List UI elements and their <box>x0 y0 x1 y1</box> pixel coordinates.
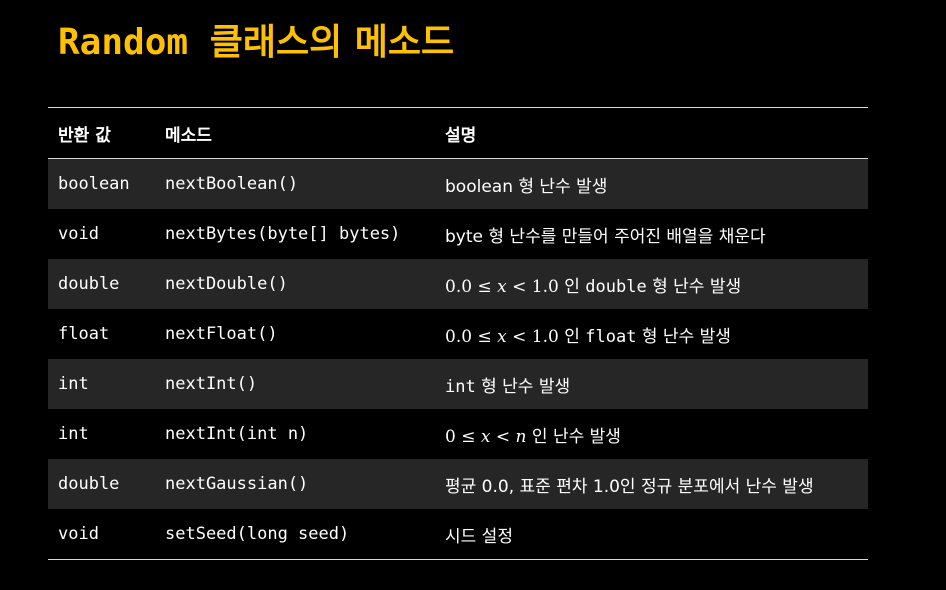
description-text: 인 난수 발생 <box>526 426 621 447</box>
return-type-cell: float <box>58 324 110 344</box>
return-type-cell: int <box>58 424 89 444</box>
description-text: 형 난수 발생 <box>646 276 742 297</box>
range-formula: 0.0 ≤ x < 1.0 <box>445 326 559 347</box>
table-row: void nextBytes(byte[] bytes) byte 형 난수를 … <box>48 209 868 259</box>
description-cell: 평균 0.0, 표준 편차 1.0인 정규 분포에서 난수 발생 <box>445 459 868 509</box>
slide-title: Random 클래스의 메소드 <box>58 18 454 68</box>
method-cell: nextBytes(byte[] bytes) <box>165 224 401 244</box>
description-cell: 0.0 ≤ x < 1.0 인 float 형 난수 발생 <box>445 309 868 359</box>
description-cell: 0 ≤ x < n 인 난수 발생 <box>445 409 868 459</box>
table-row: double nextGaussian() 평균 0.0, 표준 편차 1.0인… <box>48 459 868 509</box>
description-text: 인 <box>558 326 586 347</box>
return-type-cell: boolean <box>48 158 165 209</box>
return-type-cell: void <box>58 524 99 544</box>
description-code: float <box>585 326 637 347</box>
description-code: int <box>445 376 476 397</box>
description-cell: 시드 설정 <box>445 526 513 547</box>
method-cell: nextFloat() <box>165 324 278 344</box>
description-cell: boolean 형 난수 발생 <box>445 158 868 209</box>
title-korean: 클래스의 메소드 <box>209 22 455 63</box>
description-code: double <box>585 276 647 297</box>
return-type-cell: void <box>58 224 99 244</box>
description-text: 인 <box>558 276 586 297</box>
description-cell: 0.0 ≤ x < 1.0 인 double 형 난수 발생 <box>445 259 868 309</box>
method-cell: nextInt(int n) <box>165 424 309 444</box>
return-type-cell: int <box>48 359 165 409</box>
description-cell: int 형 난수 발생 <box>445 359 868 409</box>
table-header-row: 반환 값 메소드 설명 <box>48 107 868 159</box>
table-row: void setSeed(long seed) 시드 설정 <box>48 509 868 560</box>
description-text: 형 난수 발생 <box>475 376 571 397</box>
method-cell: setSeed(long seed) <box>165 524 350 544</box>
description-text: 형 난수 발생 <box>636 326 731 347</box>
table-row: float nextFloat() 0.0 ≤ x < 1.0 인 float … <box>48 309 868 359</box>
table-row: int nextInt() int 형 난수 발생 <box>48 359 868 409</box>
title-class-name: Random <box>58 22 189 63</box>
return-type-cell: double <box>48 459 165 509</box>
method-cell: nextDouble() <box>165 259 445 309</box>
range-formula: 0 ≤ x < n <box>445 426 527 447</box>
method-cell: nextGaussian() <box>165 459 445 509</box>
range-formula: 0.0 ≤ x < 1.0 <box>445 276 559 297</box>
table-row: boolean nextBoolean() boolean 형 난수 발생 <box>48 158 868 209</box>
method-table: 반환 값 메소드 설명 boolean nextBoolean() boolea… <box>48 107 868 560</box>
header-method: 메소드 <box>165 107 445 159</box>
method-cell: nextBoolean() <box>165 158 445 209</box>
table-row: int nextInt(int n) 0 ≤ x < n 인 난수 발생 <box>48 409 868 459</box>
table-row: double nextDouble() 0.0 ≤ x < 1.0 인 doub… <box>48 259 868 309</box>
header-description: 설명 <box>445 107 868 159</box>
return-type-cell: double <box>48 259 165 309</box>
header-return-type: 반환 값 <box>48 107 165 159</box>
description-cell: byte 형 난수를 만들어 주어진 배열을 채운다 <box>445 226 766 247</box>
method-cell: nextInt() <box>165 359 445 409</box>
